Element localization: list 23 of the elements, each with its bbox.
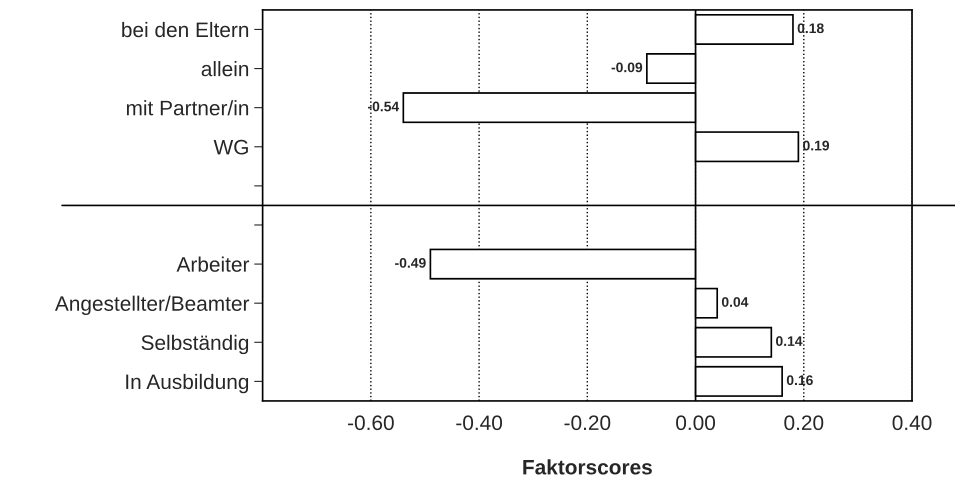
y-tick-label: Angestellter/Beamter [54, 296, 250, 316]
data-label: 0.04 [722, 297, 748, 307]
x-tick-label: -0.60 [348, 415, 394, 430]
y-tick-label: mit Partner/in [126, 100, 248, 116]
data-label: -0.54 [368, 102, 400, 112]
x-tick-label: 0.00 [676, 415, 716, 430]
data-label: 0.18 [798, 23, 824, 34]
data-label: 0.14 [776, 336, 802, 346]
x-tick-label: 0.40 [892, 415, 932, 430]
data-label: 0.16 [786, 375, 813, 386]
y-tick-label: allein [202, 61, 248, 76]
y-tick-label: Arbeiter [176, 256, 250, 272]
x-tick-label: -0.40 [456, 415, 502, 430]
data-label: -0.49 [395, 258, 426, 268]
y-tick-label: Selbständig [142, 334, 248, 354]
y-tick-label: bei den Eltern [122, 22, 248, 38]
data-label: -0.09 [612, 62, 642, 72]
data-label: 0.19 [803, 140, 830, 150]
y-tick-label: WG [214, 140, 248, 155]
x-axis-title: Faktorscores [523, 459, 652, 475]
x-tick-label: -0.20 [564, 415, 610, 430]
x-tick-label: 0.20 [784, 415, 824, 430]
y-tick-label: In Ausbildung [126, 374, 248, 394]
